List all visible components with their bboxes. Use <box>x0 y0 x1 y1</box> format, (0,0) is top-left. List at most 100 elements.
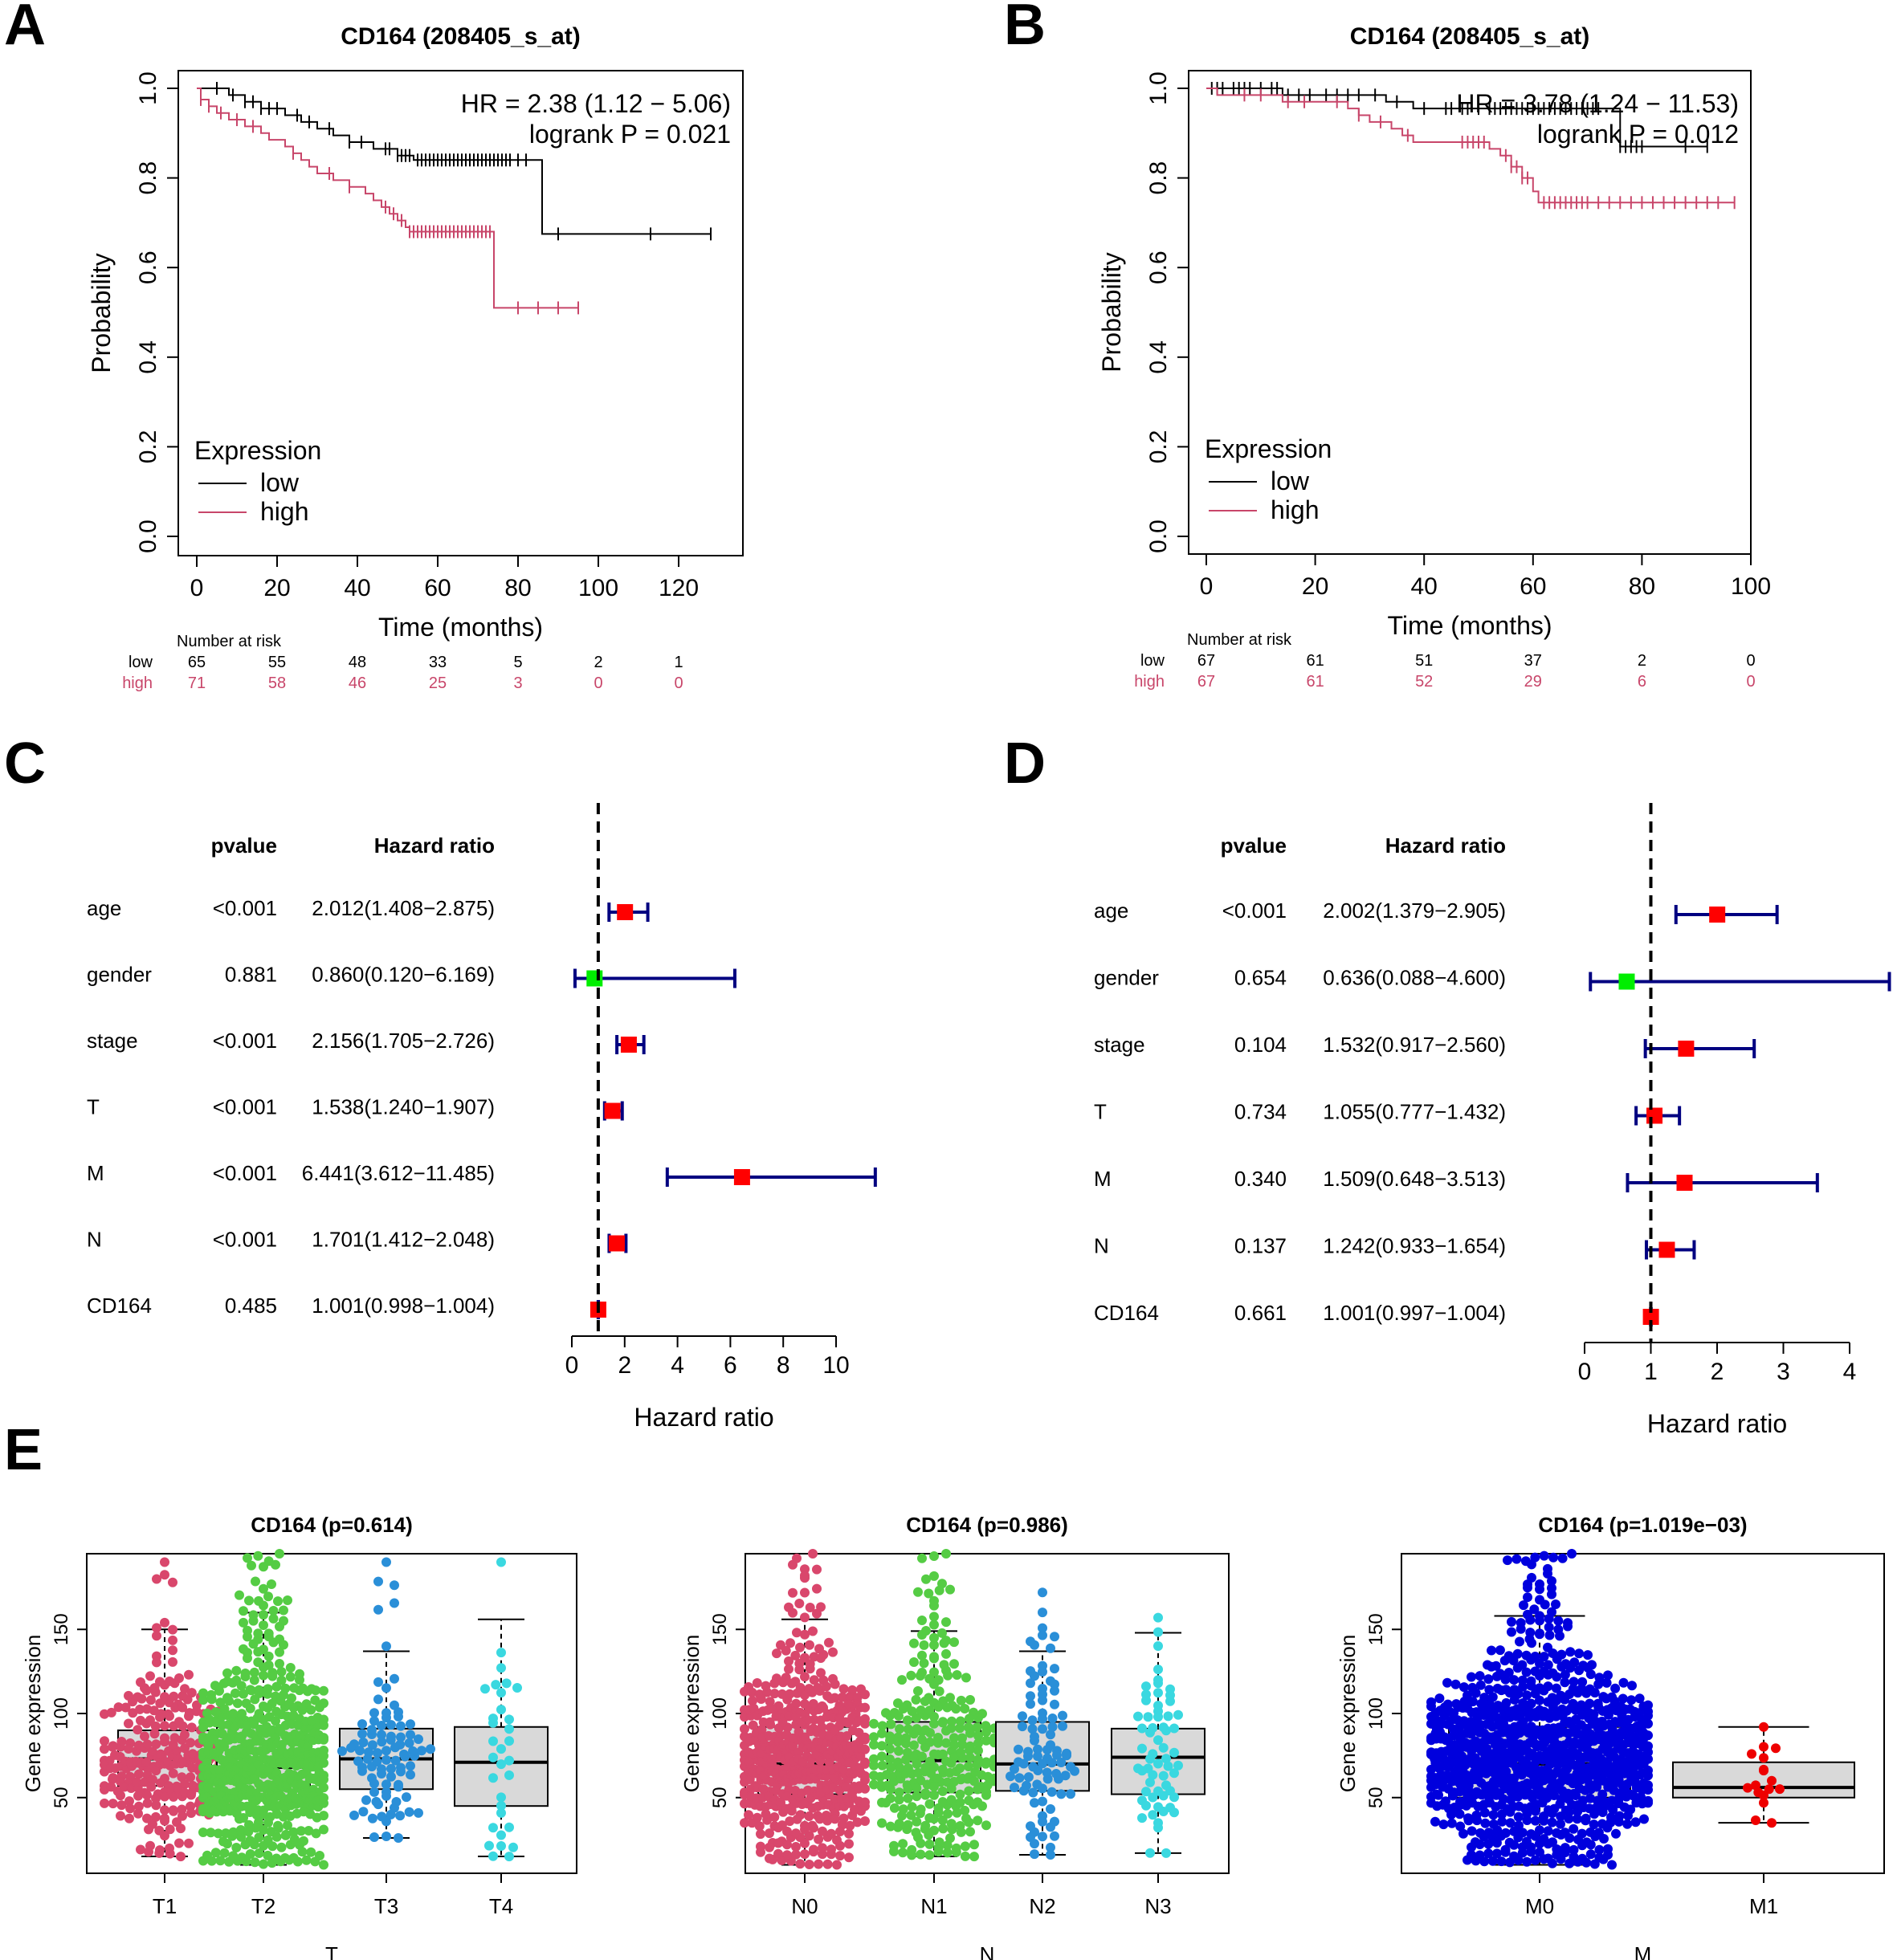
data-point-t1 <box>151 1766 161 1776</box>
data-point-n1 <box>961 1813 971 1823</box>
data-point-m0 <box>1589 1688 1600 1698</box>
data-point-n2 <box>1026 1821 1035 1832</box>
data-point-m0 <box>1589 1809 1600 1819</box>
data-point-m0 <box>1475 1680 1486 1690</box>
data-point-n3 <box>1153 1786 1163 1796</box>
forest-row-pvalue: 0.661 <box>1234 1301 1287 1325</box>
data-point-n0 <box>769 1678 780 1689</box>
data-point-n3 <box>1137 1813 1147 1823</box>
data-point-m0 <box>1623 1811 1633 1821</box>
data-point-m0 <box>1574 1648 1585 1659</box>
data-point-m0 <box>1606 1812 1616 1823</box>
data-point-n1 <box>933 1738 943 1748</box>
data-point-n0 <box>790 1650 801 1660</box>
forest-row-pvalue: <0.001 <box>213 1161 277 1185</box>
data-point-n0 <box>793 1727 804 1737</box>
data-point-n0 <box>792 1628 802 1638</box>
pvalue-header: pvalue <box>1221 833 1287 858</box>
data-point-n3 <box>1141 1787 1151 1797</box>
data-point-n2 <box>1058 1721 1067 1731</box>
data-point-t2 <box>279 1853 290 1863</box>
data-point-n2 <box>1028 1787 1038 1798</box>
data-point-n2 <box>1010 1764 1019 1775</box>
forest-row-label: T <box>1094 1100 1107 1124</box>
y-tick-label: 1.0 <box>1145 71 1172 105</box>
x-tick-label: 120 <box>659 575 699 601</box>
data-point-t2 <box>319 1758 328 1768</box>
panel-letter-b: B <box>1004 0 1046 57</box>
data-point-n1 <box>889 1840 899 1851</box>
point-estimate <box>1658 1241 1675 1258</box>
data-point-n0 <box>771 1711 781 1722</box>
data-point-t4 <box>488 1736 498 1746</box>
km-curve-high <box>197 88 578 309</box>
data-point-t1 <box>162 1757 173 1767</box>
data-point-n1 <box>913 1587 923 1597</box>
x-tick-label: 40 <box>1411 573 1438 600</box>
data-point-t3 <box>381 1683 391 1693</box>
data-point-n1 <box>889 1803 900 1813</box>
data-point-m0 <box>1487 1645 1496 1656</box>
data-point-n1 <box>965 1695 975 1705</box>
data-point-n1 <box>963 1762 973 1771</box>
y-axis-label: Gene expression <box>1336 1635 1360 1793</box>
data-point-n2 <box>1018 1758 1029 1769</box>
data-point-n0 <box>804 1684 814 1694</box>
data-point-n1 <box>917 1616 927 1625</box>
risk-count-low: 33 <box>429 654 447 671</box>
data-point-t3 <box>358 1807 369 1817</box>
y-axis-label: Gene expression <box>679 1635 704 1793</box>
data-point-m0 <box>1513 1811 1524 1822</box>
data-point-n2 <box>1038 1832 1047 1842</box>
data-point-t3 <box>386 1720 396 1730</box>
data-point-n0 <box>784 1656 793 1666</box>
data-point-m0 <box>1540 1599 1550 1610</box>
data-point-n1 <box>941 1738 951 1748</box>
risk-count-high: 71 <box>188 674 206 692</box>
data-point-n1 <box>955 1789 965 1799</box>
y-tick-label: 0.4 <box>1145 340 1172 374</box>
data-point-n0 <box>795 1642 805 1652</box>
y-tick-label: 150 <box>709 1613 731 1645</box>
data-point-m0 <box>1493 1701 1503 1711</box>
data-point-t2 <box>210 1681 220 1691</box>
data-point-t2 <box>319 1783 328 1793</box>
data-point-t2 <box>259 1583 268 1594</box>
data-point-t4 <box>504 1852 514 1862</box>
forest-row-label: M <box>1094 1167 1112 1191</box>
data-point-n1 <box>897 1675 907 1685</box>
risk-count-high: 3 <box>513 674 522 692</box>
data-point-m0 <box>1505 1807 1516 1817</box>
forest-row-pvalue: <0.001 <box>213 1029 277 1053</box>
data-point-t1 <box>174 1717 184 1727</box>
data-point-t4 <box>488 1718 498 1728</box>
data-point-n0 <box>805 1603 815 1612</box>
data-point-t1 <box>188 1780 198 1791</box>
data-point-m0 <box>1426 1712 1436 1722</box>
data-point-t2 <box>295 1669 304 1679</box>
data-point-m1 <box>1743 1783 1752 1793</box>
data-point-m0 <box>1539 1652 1549 1662</box>
data-point-n1 <box>894 1746 904 1756</box>
data-point-n0 <box>812 1583 822 1594</box>
data-point-m0 <box>1552 1850 1562 1860</box>
data-point-t3 <box>386 1731 396 1742</box>
data-point-t1 <box>120 1702 131 1713</box>
data-point-n0 <box>812 1564 822 1575</box>
data-point-n1 <box>920 1762 931 1773</box>
data-point-n1 <box>939 1660 949 1670</box>
data-point-n2 <box>1058 1710 1067 1721</box>
data-point-n2 <box>1030 1731 1039 1742</box>
data-point-t2 <box>259 1859 268 1869</box>
data-point-m0 <box>1491 1790 1501 1800</box>
data-point-t2 <box>297 1847 308 1857</box>
data-point-t2 <box>273 1820 283 1831</box>
data-point-n0 <box>842 1731 852 1741</box>
data-point-t2 <box>240 1840 251 1850</box>
data-point-m0 <box>1544 1630 1555 1640</box>
data-point-t1 <box>124 1718 133 1729</box>
data-point-m0 <box>1522 1808 1532 1819</box>
data-point-n3 <box>1137 1766 1147 1776</box>
data-point-t1 <box>176 1823 186 1834</box>
point-estimate <box>1676 1175 1693 1191</box>
